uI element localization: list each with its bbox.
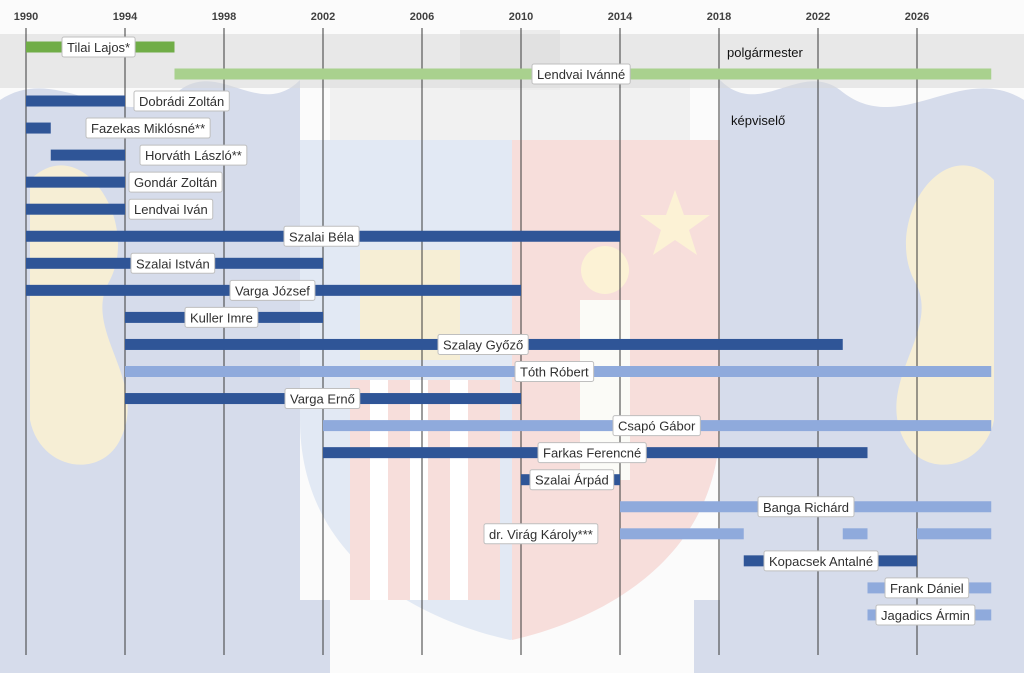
bar-label-box-3	[85, 117, 211, 139]
x-tick-label-1994: 1994	[113, 11, 138, 23]
bar-label-box-7	[283, 225, 360, 247]
bar-label-10: Kuller Imre	[184, 306, 259, 328]
x-tick-label-2022: 2022	[806, 11, 830, 23]
bar-label-box-14	[612, 415, 701, 437]
bar-label-box-20	[884, 577, 970, 599]
x-tick-label-2026: 2026	[905, 11, 929, 23]
bar-label-12: Tóth Róbert	[514, 361, 595, 382]
bar-label-box-21	[875, 604, 976, 626]
x-tick-label-2018: 2018	[707, 11, 731, 23]
bar-label-20: Frank Dániel	[884, 577, 970, 599]
bar-label-7: Szalai Béla	[283, 225, 360, 247]
bar-label-1: Lendvai Ivánné	[531, 63, 631, 85]
bar-label-8: Szalai István	[130, 252, 216, 274]
bar-label-box-17	[757, 496, 855, 518]
bar-5-segment-0	[26, 176, 125, 188]
bar-label-text-16: Szalai Árpád	[535, 473, 609, 488]
bar-label-text-18: dr. Virág Károly***	[489, 527, 593, 542]
bar-label-text-19: Kopacsek Antalné	[769, 554, 873, 569]
bar-label-19: Kopacsek Antalné	[763, 550, 879, 572]
bar-label-text-20: Frank Dániel	[890, 581, 964, 596]
bar-label-box-6	[128, 198, 214, 220]
bar-6-segment-0	[26, 203, 125, 215]
bar-label-4: Horváth László**	[139, 144, 248, 166]
bar-label-text-9: Varga József	[235, 283, 310, 298]
bar-18-segment-0	[620, 528, 744, 540]
x-tick-label-2002: 2002	[311, 11, 335, 23]
bar-3-segment-0	[26, 122, 51, 134]
x-tick-label-1990: 1990	[14, 11, 38, 23]
bar-label-box-10	[184, 306, 259, 328]
council-section-label: képviselő	[731, 113, 785, 128]
bar-label-text-6: Lendvai Iván	[134, 202, 208, 217]
bar-label-box-16	[529, 469, 615, 491]
x-tick-label-1998: 1998	[212, 11, 236, 23]
bar-label-box-12	[514, 361, 595, 382]
bar-label-box-15	[537, 442, 647, 464]
bar-label-text-5: Gondár Zoltán	[134, 175, 217, 190]
bar-label-text-3: Fazekas Miklósné**	[91, 121, 205, 136]
x-tick-label-2014: 2014	[608, 11, 633, 23]
bar-label-21: Jagadics Ármin	[875, 604, 976, 626]
bar-label-14: Csapó Gábor	[612, 415, 701, 437]
bar-label-box-8	[130, 252, 216, 274]
bar-label-11: Szalay Győző	[437, 333, 529, 355]
bar-label-box-13	[284, 388, 361, 410]
x-tick-label-2010: 2010	[509, 11, 533, 23]
bar-label-text-4: Horváth László**	[145, 148, 242, 163]
bar-label-box-5	[128, 171, 223, 193]
bar-label-3: Fazekas Miklósné**	[85, 117, 211, 139]
mayor-section-label: polgármester	[727, 45, 804, 60]
bar-label-5: Gondár Zoltán	[128, 171, 223, 193]
bar-4-segment-0	[50, 149, 125, 161]
bar-label-text-2: Dobrádi Zoltán	[139, 94, 224, 109]
bar-label-box-9	[229, 279, 316, 301]
bar-label-text-7: Szalai Béla	[289, 229, 355, 244]
x-tick-label-2006: 2006	[410, 11, 434, 23]
bar-label-16: Szalai Árpád	[529, 469, 615, 491]
x-axis-ticks: 1990 1994 1998 2002 2006 2010 2014 2018 2022 2026	[14, 11, 929, 23]
bar-label-text-10: Kuller Imre	[190, 310, 253, 325]
bar-label-box-1	[531, 63, 631, 85]
bar-label-text-17: Banga Richárd	[763, 500, 849, 515]
bar-label-text-11: Szalay Győző	[443, 337, 523, 352]
bar-label-text-0: Tilai Lajos*	[67, 40, 130, 55]
bar-18-segment-1	[842, 528, 868, 540]
bar-label-box-19	[763, 550, 879, 572]
bar-label-box-2	[133, 90, 230, 112]
bar-label-text-8: Szalai István	[136, 256, 210, 271]
bar-label-6: Lendvai Iván	[128, 198, 214, 220]
bar-label-9: Varga József	[229, 279, 316, 301]
bar-label-box-4	[139, 144, 248, 166]
bar-label-box-18	[483, 523, 599, 545]
bar-label-text-13: Varga Ernő	[290, 392, 355, 407]
bar-label-2: Dobrádi Zoltán	[133, 90, 230, 112]
bar-label-0: Tilai Lajos*	[61, 36, 136, 58]
bar-label-17: Banga Richárd	[757, 496, 855, 518]
bar-label-text-1: Lendvai Ivánné	[537, 67, 625, 82]
bar-label-text-15: Farkas Ferencné	[543, 446, 641, 461]
bar-label-13: Varga Ernő	[284, 388, 361, 410]
bar-label-box-0	[61, 36, 136, 58]
bar-label-box-11	[437, 333, 529, 355]
bar-label-15: Farkas Ferencné	[537, 442, 647, 464]
bar-labels: Tilai Lajos* Lendvai Ivánné Dobrádi Zoltán…	[61, 36, 976, 626]
bar-label-text-21: Jagadics Ármin	[881, 608, 970, 623]
bar-18-segment-2	[917, 528, 992, 540]
bar-2-segment-0	[26, 95, 125, 107]
bar-label-text-14: Csapó Gábor	[618, 419, 696, 434]
bar-label-18: dr. Virág Károly***	[483, 523, 599, 545]
bar-label-text-12: Tóth Róbert	[520, 365, 589, 380]
